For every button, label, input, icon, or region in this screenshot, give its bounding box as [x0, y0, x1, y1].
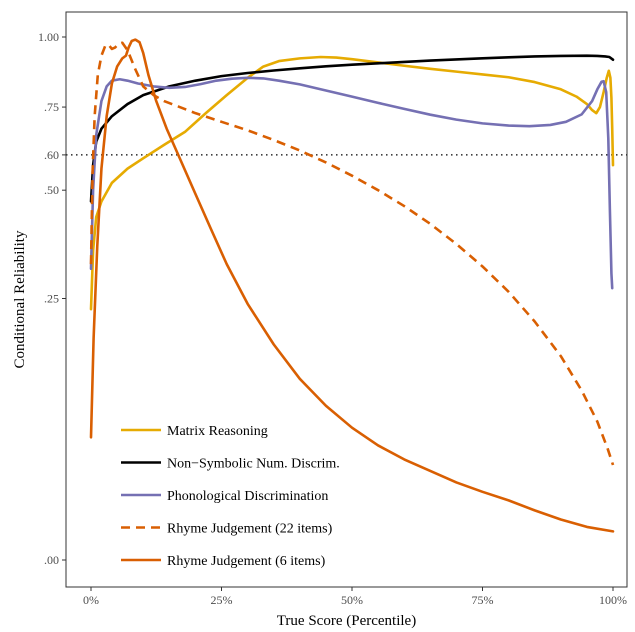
series-line-5	[89, 38, 615, 533]
x-tick-label: 25%	[211, 593, 233, 607]
legend-label-3: Phonological Discrimination	[167, 489, 328, 504]
y-tick-label: .00	[44, 553, 59, 567]
y-tick-label: 1.00	[38, 30, 59, 44]
legend-label-4: Rhyme Judgement (22 items)	[167, 522, 333, 537]
legend: Matrix Reasoning Non−Symbolic Num. Discri…	[121, 424, 340, 569]
legend-label-2: Non−Symbolic Num. Discrim.	[167, 457, 340, 472]
legend-label-5: Rhyme Judgement (6 items)	[167, 554, 326, 569]
plot-border	[65, 11, 628, 588]
y-tick-label: .60	[44, 148, 59, 162]
series-line-4	[89, 41, 615, 466]
x-tick-label: 100%	[599, 593, 627, 607]
y-axis-title: Conditional Reliability	[12, 230, 28, 368]
y-tick-label: .50	[44, 183, 59, 197]
x-axis-title: True Score (Percentile)	[277, 613, 416, 629]
axes: 0% 25% 50% 75% 100% .00 .25 .50 .60 .75 1.00	[38, 30, 627, 607]
y-tick-label: .75	[44, 100, 59, 114]
series-line-2	[89, 54, 615, 203]
series-line-3	[89, 76, 614, 290]
legend-label-1: Matrix Reasoning	[167, 424, 268, 439]
y-tick-label: .25	[44, 292, 59, 306]
series-line-1	[89, 55, 615, 311]
x-tick-label: 75%	[472, 593, 494, 607]
x-tick-label: 0%	[83, 593, 99, 607]
x-tick-label: 50%	[341, 593, 363, 607]
plot-area	[66, 38, 627, 533]
